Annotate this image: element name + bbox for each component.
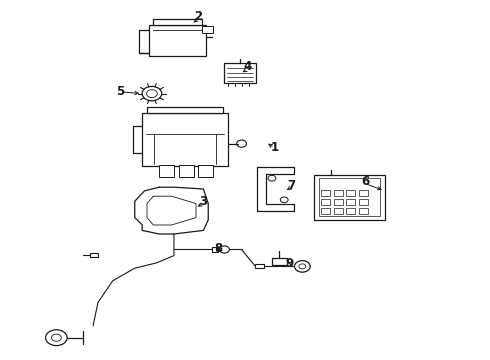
Text: 6: 6 xyxy=(361,175,369,188)
Circle shape xyxy=(142,86,162,101)
Circle shape xyxy=(220,246,229,253)
Bar xyxy=(318,178,380,216)
Bar xyxy=(334,208,343,214)
Bar xyxy=(321,199,330,205)
Bar xyxy=(198,165,213,177)
Bar xyxy=(359,199,368,205)
Text: 1: 1 xyxy=(270,141,278,154)
Text: 7: 7 xyxy=(288,179,295,192)
Bar xyxy=(142,113,228,166)
Bar xyxy=(346,208,355,214)
Circle shape xyxy=(237,140,246,147)
Text: 4: 4 xyxy=(244,60,251,73)
Circle shape xyxy=(268,175,276,181)
Bar xyxy=(321,208,330,214)
Bar xyxy=(159,165,174,177)
Bar xyxy=(346,190,355,196)
Bar xyxy=(90,253,98,257)
Bar xyxy=(202,26,213,33)
Text: 2: 2 xyxy=(195,10,202,23)
Circle shape xyxy=(46,330,67,346)
Text: 3: 3 xyxy=(199,195,207,208)
Text: 9: 9 xyxy=(285,257,293,270)
Circle shape xyxy=(280,197,288,203)
Bar xyxy=(149,25,206,56)
Bar xyxy=(321,190,330,196)
Bar xyxy=(153,19,202,25)
Bar xyxy=(147,107,223,113)
Text: 8: 8 xyxy=(214,242,222,255)
Circle shape xyxy=(294,261,310,272)
Bar xyxy=(224,63,256,83)
Bar xyxy=(334,199,343,205)
Circle shape xyxy=(299,264,306,269)
Text: 5: 5 xyxy=(116,85,124,98)
Bar xyxy=(359,208,368,214)
Bar xyxy=(179,165,194,177)
Bar xyxy=(255,264,264,268)
Bar xyxy=(334,190,343,196)
Circle shape xyxy=(147,90,157,98)
Bar xyxy=(359,190,368,196)
Circle shape xyxy=(51,334,61,341)
Bar xyxy=(314,175,385,220)
Bar xyxy=(212,247,218,252)
Bar xyxy=(346,199,355,205)
